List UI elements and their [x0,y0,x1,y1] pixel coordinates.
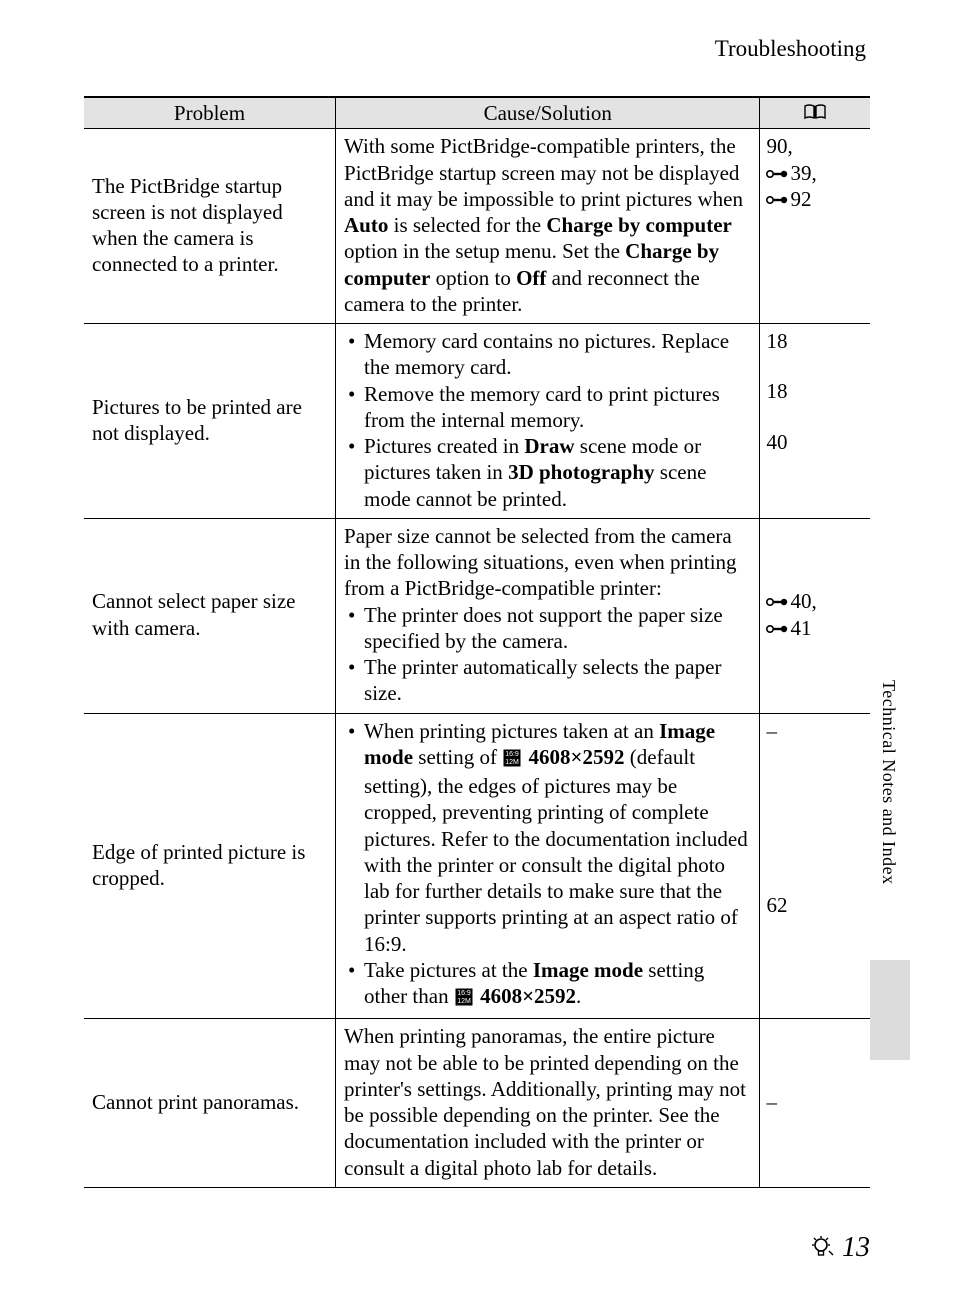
ref-text: 40 [766,429,868,455]
ref-text: 39, [790,160,816,186]
list-item: When printing pictures taken at an Image… [344,718,751,957]
image-mode-icon: 16:912M [503,747,521,773]
list-item: Remove the memory card to print pictures… [344,381,751,434]
text: is selected for the [388,213,546,237]
text: Pictures created in [364,434,524,458]
svg-text:16:9: 16:9 [505,751,519,758]
solution-cell: Paper size cannot be selected from the c… [336,518,760,713]
col-header-problem: Problem [84,97,336,129]
hint-bulb-icon [810,1235,836,1261]
svg-text:16:9: 16:9 [457,990,471,997]
reference-link-icon [766,160,788,186]
table-row: The PictBridge startup screen is not dis… [84,129,870,324]
page-footer: 13 [810,1232,870,1264]
ref-text: 18 [766,328,868,354]
ref-cell: – 62 [760,713,870,1019]
ref-text: 62 [766,892,868,918]
ref-cell: 18 18 40 [760,324,870,519]
ref-text: 18 [766,378,868,404]
ref-text: 40, [790,588,816,614]
text: . [576,984,581,1008]
text-bold: Image mode [533,958,643,982]
table-row: Edge of printed picture is cropped. When… [84,713,870,1019]
image-mode-icon: 16:912M [455,986,473,1012]
list-item: Memory card contains no pictures. Replac… [344,328,751,381]
ref-text: 41 [790,615,811,641]
side-tab-highlight [870,960,910,1060]
solution-cell: When printing pictures taken at an Image… [336,713,760,1019]
table-row: Pictures to be printed are not displayed… [84,324,870,519]
problem-cell: Edge of printed picture is cropped. [84,713,336,1019]
reference-link-icon [766,615,788,641]
side-tab: Technical Notes and Index [874,680,902,1020]
text-bold: 3D photography [508,460,654,484]
list-item: Take pictures at the Image mode setting … [344,957,751,1013]
ref-text: – [766,718,868,744]
text-bold: 4608×2592 [523,745,624,769]
text: setting of [413,745,502,769]
table-row: Cannot select paper size with camera. Pa… [84,518,870,713]
list-item: The printer automatically selects the pa… [344,654,751,707]
table-row: Cannot print panoramas. When printing pa… [84,1019,870,1188]
ref-cell: 90, 39, 92 [760,129,870,324]
ref-text: 90, [766,133,792,159]
ref-text: 92 [790,186,811,212]
text-bold: Auto [344,213,388,237]
book-icon [803,101,827,125]
text-bold: Draw [524,434,574,458]
ref-cell: – [760,1019,870,1188]
text-bold: Off [516,266,546,290]
text: Take pictures at the [364,958,533,982]
side-tab-label: Technical Notes and Index [878,680,899,885]
ref-text: – [766,1090,777,1114]
text: option to [430,266,516,290]
problem-cell: Cannot print panoramas. [84,1019,336,1188]
problem-cell: The PictBridge startup screen is not dis… [84,129,336,324]
list-item: Pictures created in Draw scene mode or p… [344,433,751,512]
problem-cell: Cannot select paper size with camera. [84,518,336,713]
text: When printing panoramas, the entire pict… [344,1023,751,1181]
reference-link-icon [766,186,788,212]
col-header-ref [760,97,870,129]
text-bold: 4608×2592 [475,984,576,1008]
svg-text:12M: 12M [457,998,471,1005]
svg-text:12M: 12M [505,759,519,766]
col-header-cause: Cause/Solution [336,97,760,129]
solution-cell: Memory card contains no pictures. Replac… [336,324,760,519]
table-header-row: Problem Cause/Solution [84,97,870,129]
text: When printing pictures taken at an [364,719,659,743]
list-item: The printer does not support the paper s… [344,602,751,655]
ref-cell: 40, 41 [760,518,870,713]
problem-cell: Pictures to be printed are not displayed… [84,324,336,519]
page-number: 13 [842,1232,870,1264]
text: Paper size cannot be selected from the c… [344,523,751,602]
page: Troubleshooting Problem Cause/Solution [0,0,954,1314]
running-head: Troubleshooting [84,36,866,62]
text: option in the setup menu. Set the [344,239,625,263]
text: (default setting), the edges of pictures… [364,745,748,956]
reference-link-icon [766,588,788,614]
text: With some PictBridge-compatible printers… [344,134,743,211]
troubleshooting-table: Problem Cause/Solution The PictBridge st… [84,96,870,1188]
solution-cell: When printing panoramas, the entire pict… [336,1019,760,1188]
solution-cell: With some PictBridge-compatible printers… [336,129,760,324]
text-bold: Charge by computer [546,213,731,237]
